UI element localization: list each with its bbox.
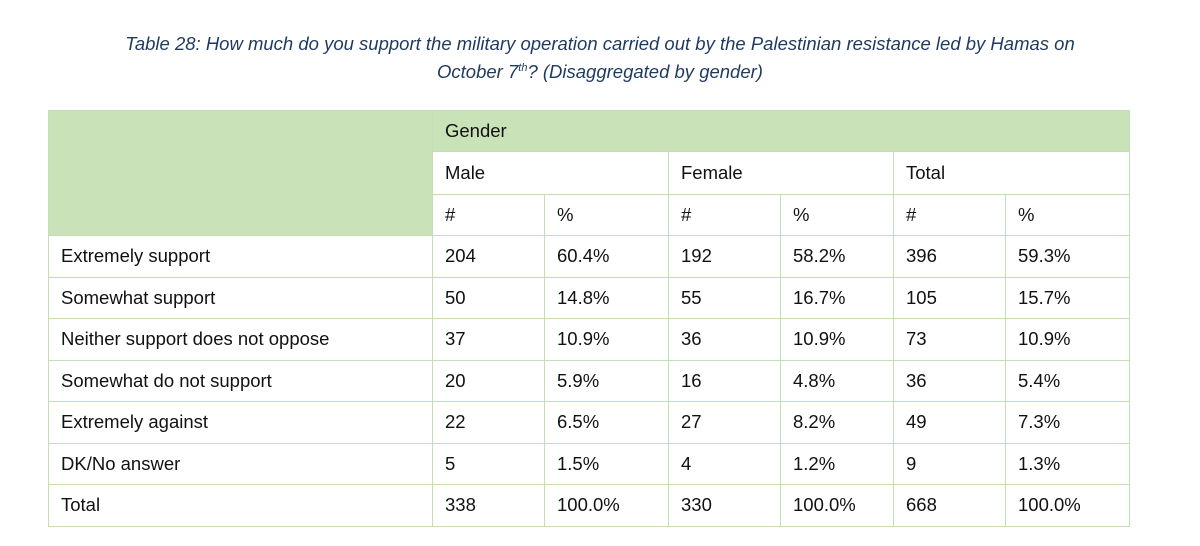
table-cell: 4 (668, 442, 781, 485)
row-label: DK/No answer (48, 442, 433, 485)
table-cell: 10.9% (544, 318, 669, 361)
caption-line-2-end: ? (Disaggregated by gender) (527, 61, 763, 82)
corner-cell (48, 110, 433, 236)
subheader-cell: % (544, 194, 669, 236)
subheader-cell: # (893, 194, 1006, 236)
header-row-units: # % # % # % (49, 194, 1130, 236)
table-cell: 60.4% (544, 235, 669, 278)
header-row-groups: Male Female Total (49, 151, 1130, 195)
table-cell: 15.7% (1005, 276, 1130, 319)
table-cell: 100.0% (1005, 484, 1130, 527)
caption-superscript: th (518, 61, 528, 74)
table-cell: 20 (432, 359, 545, 402)
subheader-cell: % (1005, 194, 1130, 236)
table-row: Extremely against 22 6.5% 27 8.2% 49 7.3… (48, 401, 1130, 444)
gender-header: Gender (432, 110, 1130, 152)
row-label: Extremely support (48, 235, 433, 278)
caption-line-1: Table 28: How much do you support the mi… (125, 33, 1075, 54)
row-label: Somewhat do not support (48, 359, 433, 402)
table-cell: 5.4% (1005, 359, 1130, 402)
table-cell: 100.0% (780, 484, 894, 527)
table-row: Somewhat do not support 20 5.9% 16 4.8% … (48, 359, 1130, 402)
table-cell: 73 (893, 318, 1006, 361)
table-cell: 58.2% (780, 235, 894, 278)
subheader-cell: % (780, 194, 894, 236)
table-cell: 10.9% (1005, 318, 1130, 361)
row-label: Extremely against (48, 401, 433, 444)
table-cell: 49 (893, 401, 1006, 444)
table-cell: 55 (668, 276, 781, 319)
subheader-cell: # (432, 194, 545, 236)
table-cell: 100.0% (544, 484, 669, 527)
table-cell: 8.2% (780, 401, 894, 444)
row-label: Neither support does not oppose (48, 318, 433, 361)
group-header-female: Female (668, 151, 894, 195)
table-cell: 204 (432, 235, 545, 278)
table-row: Neither support does not oppose 37 10.9%… (48, 318, 1130, 361)
table-row-total: Total 338 100.0% 330 100.0% 668 100.0% (48, 484, 1130, 527)
table-row: DK/No answer 5 1.5% 4 1.2% 9 1.3% (48, 442, 1130, 485)
table-cell: 36 (668, 318, 781, 361)
table-cell: 22 (432, 401, 545, 444)
table-cell: 330 (668, 484, 781, 527)
row-label: Total (48, 484, 433, 527)
table-cell: 396 (893, 235, 1006, 278)
table-row: Somewhat support 50 14.8% 55 16.7% 105 1… (48, 276, 1130, 319)
row-label: Somewhat support (48, 276, 433, 319)
table-cell: 16 (668, 359, 781, 402)
table-cell: 36 (893, 359, 1006, 402)
table-row: Extremely support 204 60.4% 192 58.2% 39… (48, 235, 1130, 278)
caption-line-2-start: October 7 (437, 61, 519, 82)
table-cell: 27 (668, 401, 781, 444)
group-header-male: Male (432, 151, 669, 195)
table-cell: 5.9% (544, 359, 669, 402)
table-cell: 5 (432, 442, 545, 485)
table-cell: 6.5% (544, 401, 669, 444)
table-cell: 338 (432, 484, 545, 527)
table-cell: 1.5% (544, 442, 669, 485)
table-cell: 7.3% (1005, 401, 1130, 444)
group-header-total: Total (893, 151, 1130, 195)
table-cell: 37 (432, 318, 545, 361)
table-cell: 668 (893, 484, 1006, 527)
table-cell: 16.7% (780, 276, 894, 319)
table-cell: 192 (668, 235, 781, 278)
table-cell: 1.2% (780, 442, 894, 485)
table-cell: 105 (893, 276, 1006, 319)
table-cell: 10.9% (780, 318, 894, 361)
table-caption: Table 28: How much do you support the mi… (40, 30, 1160, 86)
table-cell: 14.8% (544, 276, 669, 319)
table-cell: 1.3% (1005, 442, 1130, 485)
table-cell: 9 (893, 442, 1006, 485)
table-cell: 4.8% (780, 359, 894, 402)
table-cell: 59.3% (1005, 235, 1130, 278)
header-row-gender: Gender (48, 110, 1130, 236)
table-cell: 50 (432, 276, 545, 319)
gender-support-table: Gender Male Female Total # % # % # % Ext… (48, 110, 1130, 527)
subheader-cell: # (668, 194, 781, 236)
caption-line-2: October 7th? (Disaggregated by gender) (40, 58, 1160, 86)
